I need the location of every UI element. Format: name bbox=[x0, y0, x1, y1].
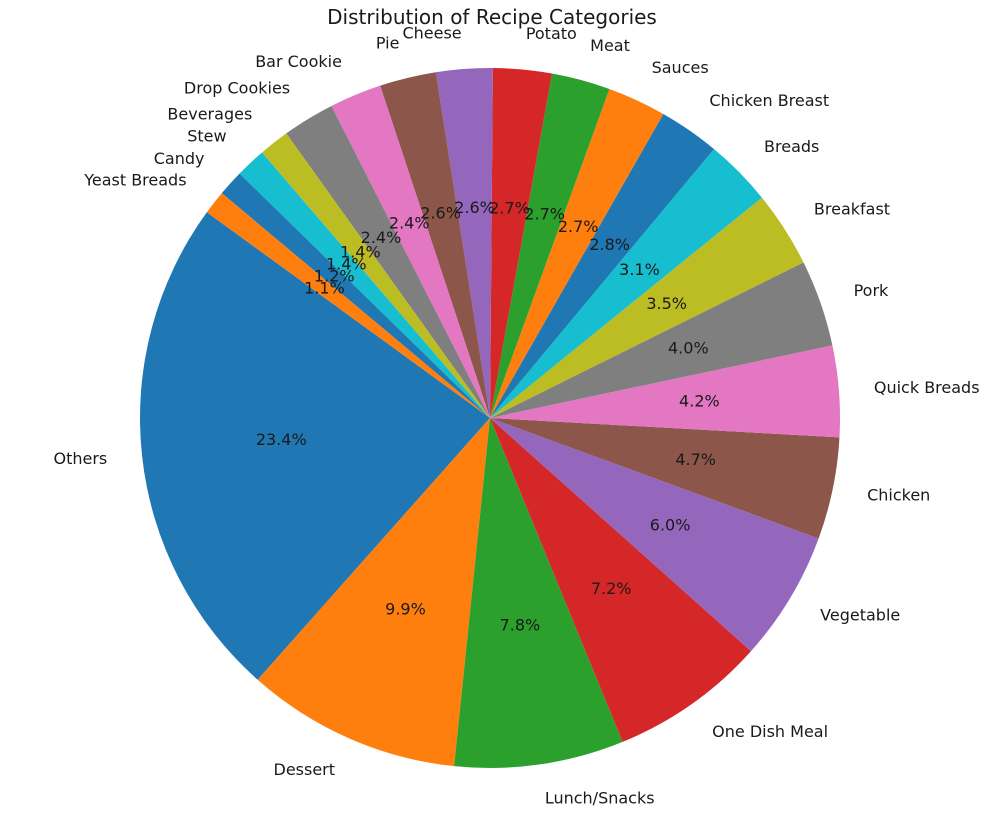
pie-slice-breakfast bbox=[490, 197, 804, 418]
pie-slices bbox=[140, 67, 840, 768]
pie-slice-pie bbox=[380, 72, 490, 419]
category-label-chicken-breast: Chicken Breast bbox=[709, 91, 829, 110]
category-label-beverages: Beverages bbox=[167, 105, 252, 124]
pie-slice-sauces bbox=[490, 88, 664, 419]
category-label-chicken: Chicken bbox=[867, 485, 930, 504]
category-label-sauces: Sauces bbox=[652, 58, 709, 77]
percentage-label-quick-breads: 4.2% bbox=[679, 391, 720, 410]
category-label-pork: Pork bbox=[854, 281, 889, 300]
category-label-stew: Stew bbox=[187, 127, 226, 146]
percentage-label-lunch-snacks: 7.8% bbox=[500, 615, 541, 634]
category-labels: Others Dessert Lunch/Snacks One Dish Meal Ve… bbox=[53, 24, 979, 808]
category-label-breakfast: Breakfast bbox=[814, 199, 890, 218]
category-label-yeast-breads: Yeast Breads bbox=[83, 171, 186, 190]
pie-slice-potato bbox=[490, 68, 553, 418]
percentage-label-cheese: 2.6% bbox=[454, 198, 495, 217]
percentage-label-chicken: 4.7% bbox=[675, 450, 716, 469]
pie-slice-candy bbox=[221, 173, 490, 418]
percentage-label-chicken-breast: 2.8% bbox=[589, 235, 630, 254]
category-label-potato: Potato bbox=[526, 24, 577, 43]
pie-slice-vegetable bbox=[490, 418, 819, 652]
percentage-label-breads: 3.1% bbox=[619, 260, 660, 279]
category-label-others: Others bbox=[53, 449, 107, 468]
percentage-labels: 23.4% 9.9% 7.8% 7.2% 6.0% 4.7% 4.2% 4.0% 3.5% 3.1… bbox=[256, 198, 720, 634]
pie-slice-quick-breads bbox=[490, 345, 840, 438]
percentage-label-others: 23.4% bbox=[256, 430, 307, 449]
pie-slice-one-dish-meal bbox=[490, 418, 752, 742]
pie-slice-pork bbox=[490, 262, 833, 418]
pie-slice-stew bbox=[239, 152, 490, 418]
percentage-label-one-dish-meal: 7.2% bbox=[591, 579, 632, 598]
percentage-label-breakfast: 3.5% bbox=[646, 294, 687, 313]
percentage-label-dessert: 9.9% bbox=[385, 600, 426, 619]
category-label-vegetable: Vegetable bbox=[820, 606, 900, 625]
percentage-label-beverages: 1.4% bbox=[340, 242, 381, 261]
category-label-breads: Breads bbox=[764, 137, 819, 156]
category-label-dessert: Dessert bbox=[274, 760, 336, 779]
percentage-label-potato: 2.7% bbox=[489, 198, 530, 217]
pie-slice-lunch-snacks bbox=[454, 418, 623, 768]
percentage-label-vegetable: 6.0% bbox=[650, 516, 691, 535]
category-label-pie: Pie bbox=[376, 33, 400, 52]
pie-slice-chicken-breast bbox=[490, 113, 714, 418]
percentage-label-pork: 4.0% bbox=[668, 338, 709, 357]
category-label-quick-breads: Quick Breads bbox=[874, 378, 980, 397]
category-label-meat: Meat bbox=[590, 36, 630, 55]
pie-slice-cheese bbox=[435, 67, 493, 418]
percentage-label-candy: 1.2% bbox=[314, 267, 355, 286]
chart-title: Distribution of Recipe Categories bbox=[327, 5, 657, 29]
percentage-label-yeast-breads: 1.1% bbox=[304, 278, 345, 297]
pie-slice-meat bbox=[490, 73, 610, 418]
percentage-label-pie: 2.6% bbox=[420, 203, 461, 222]
pie-slice-yeast-breads bbox=[206, 193, 490, 418]
category-label-candy: Candy bbox=[154, 149, 205, 168]
percentage-label-stew: 1.4% bbox=[326, 254, 367, 273]
pie-slice-chicken bbox=[490, 418, 840, 539]
percentage-label-bar-cookie: 2.4% bbox=[389, 214, 430, 233]
category-label-drop-cookies: Drop Cookies bbox=[184, 78, 290, 97]
percentage-label-sauces: 2.7% bbox=[558, 217, 599, 236]
pie-slice-drop-cookies bbox=[286, 105, 490, 418]
category-label-cheese: Cheese bbox=[402, 24, 461, 43]
category-label-one-dish-meal: One Dish Meal bbox=[712, 722, 828, 741]
percentage-label-meat: 2.7% bbox=[524, 205, 565, 224]
category-label-bar-cookie: Bar Cookie bbox=[255, 52, 342, 71]
pie-slice-beverages bbox=[261, 133, 490, 418]
category-label-lunch-snacks: Lunch/Snacks bbox=[545, 789, 655, 808]
percentage-label-drop-cookies: 2.4% bbox=[361, 228, 402, 247]
pie-slice-breads bbox=[490, 149, 762, 418]
pie-slice-dessert bbox=[257, 418, 490, 767]
pie-slice-bar-cookie bbox=[331, 85, 490, 419]
pie-slice-others bbox=[140, 212, 490, 680]
